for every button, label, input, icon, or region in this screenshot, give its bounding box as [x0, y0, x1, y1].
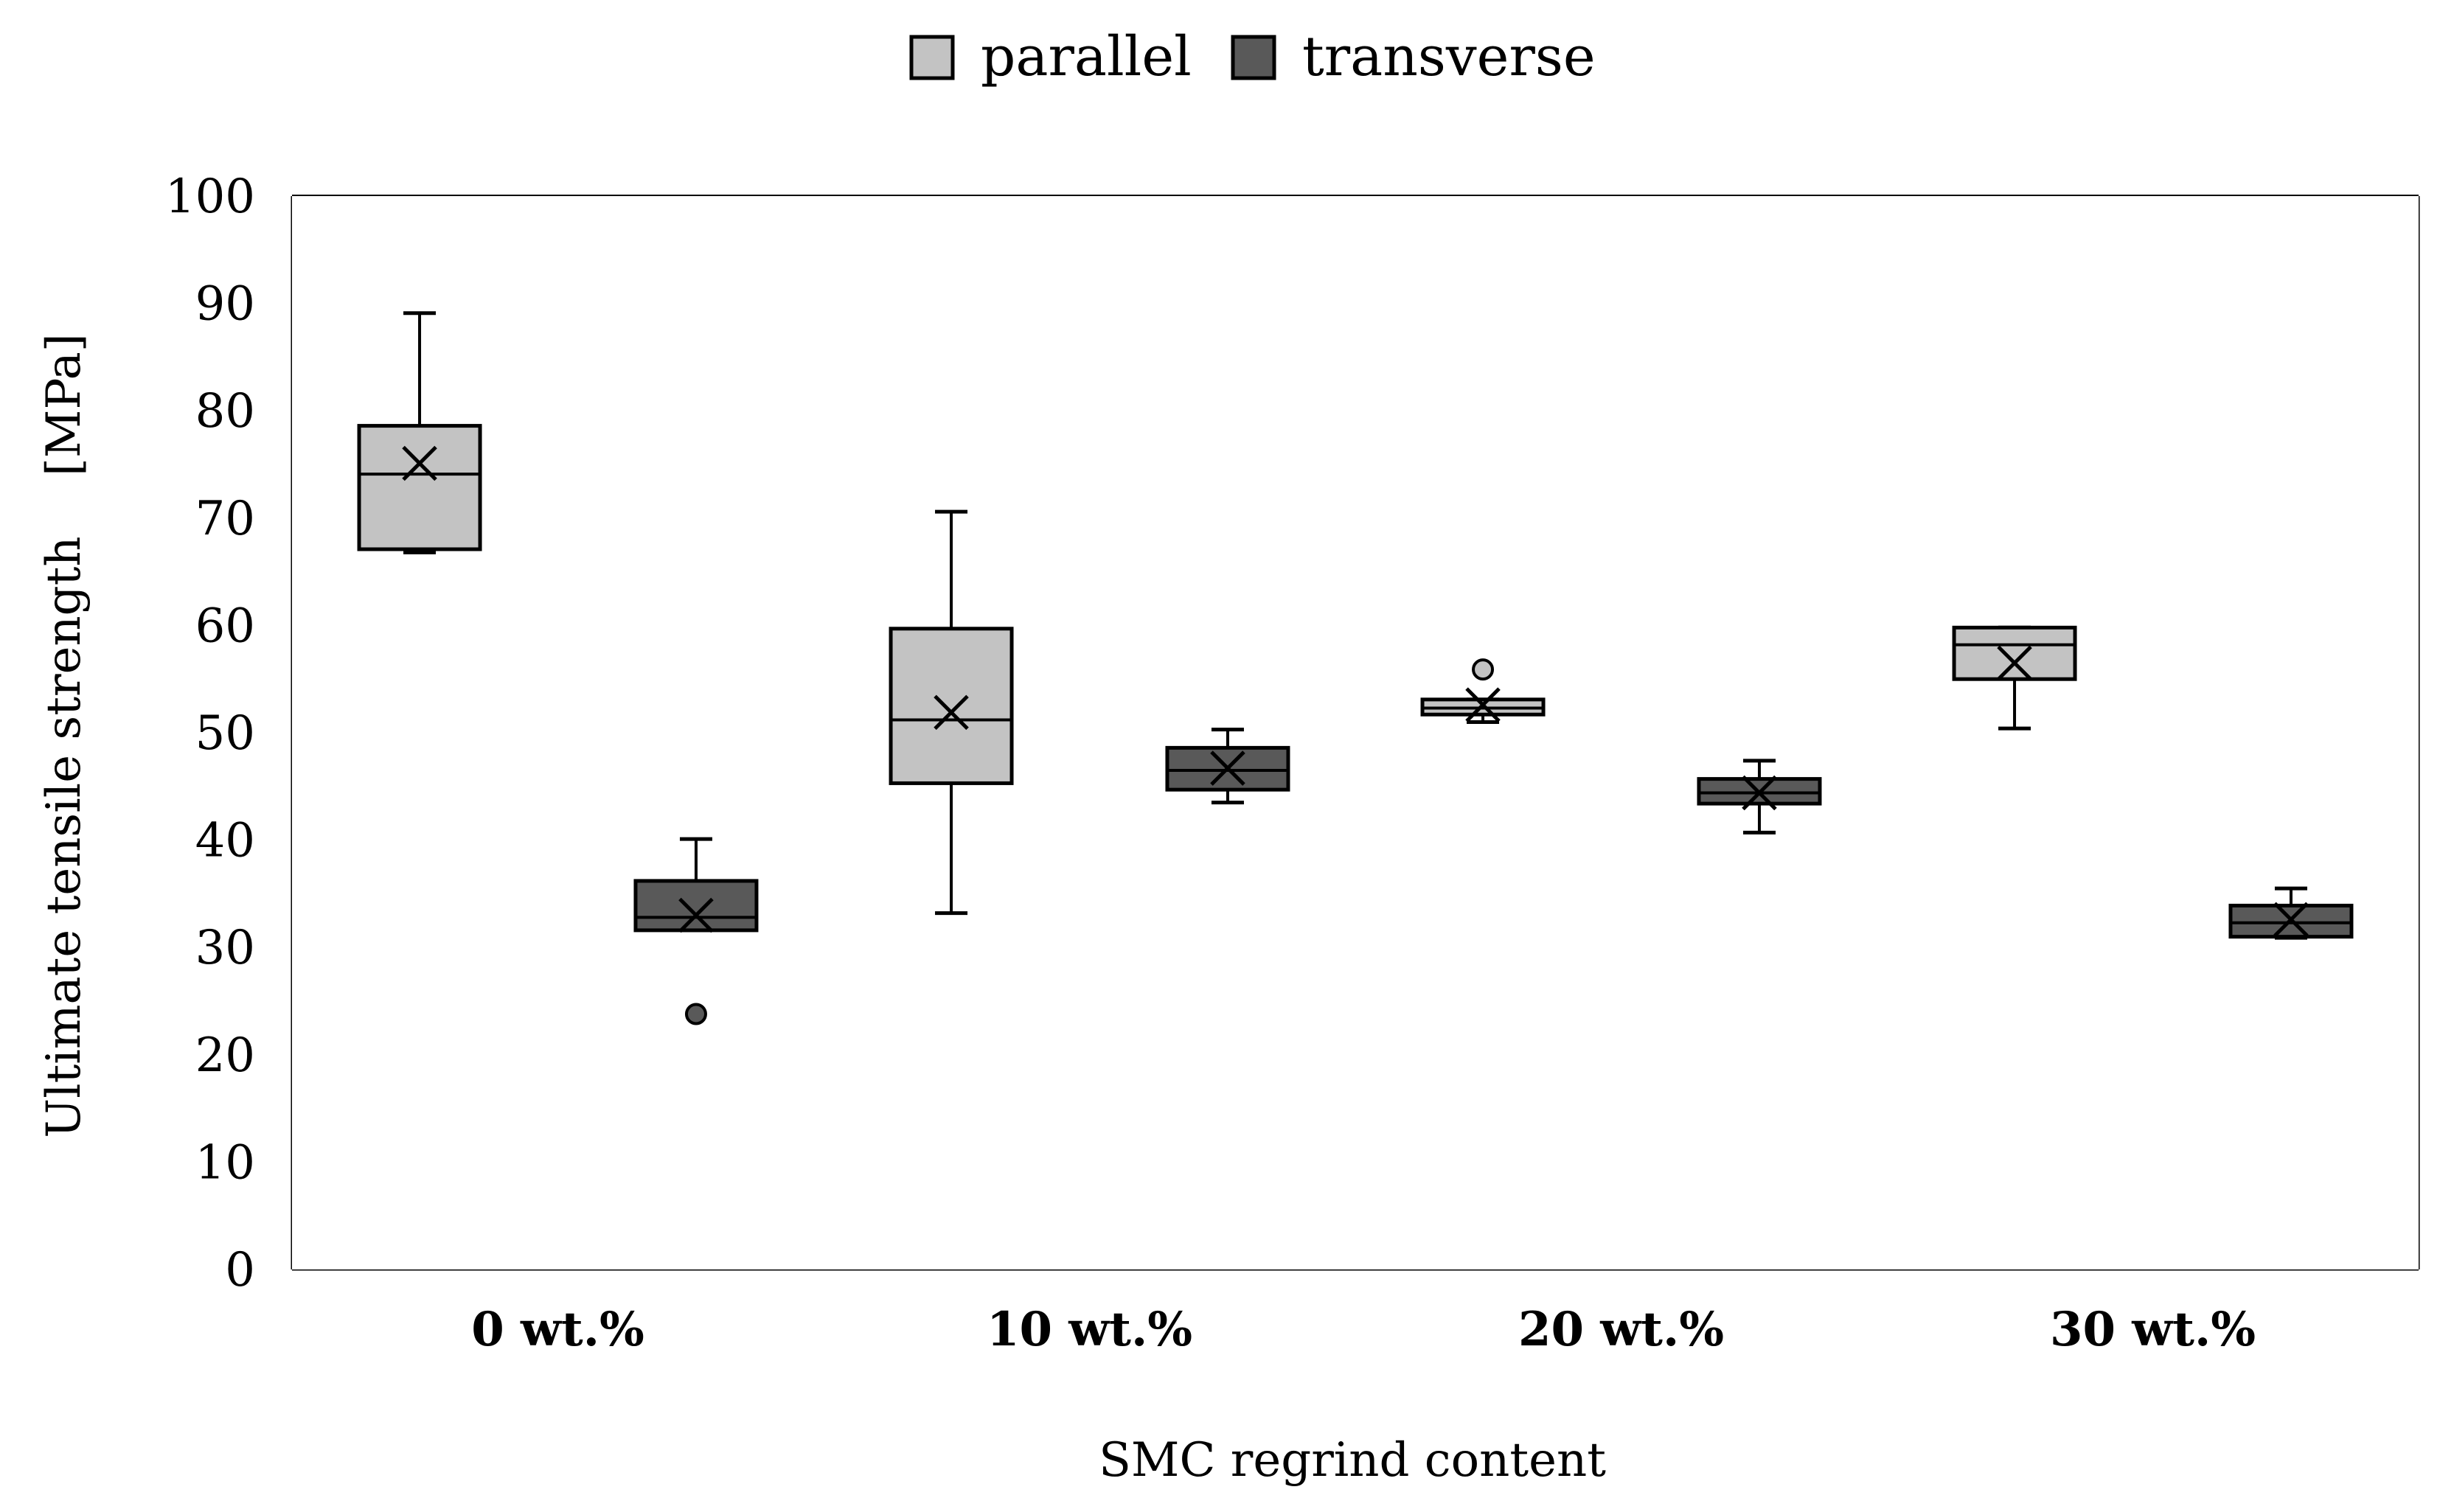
outlier-point [684, 1003, 707, 1025]
y-tick-label: 30 [195, 921, 255, 975]
y-tick-label: 50 [195, 706, 255, 761]
box-transverse-0 [633, 837, 759, 1025]
legend-swatch [909, 35, 955, 80]
box-iqr [2228, 903, 2354, 939]
box-parallel-0 [357, 311, 482, 554]
box-transverse-3 [2228, 886, 2354, 940]
box-iqr [1952, 625, 2077, 681]
mean-marker [1742, 775, 1777, 811]
y-tick-label: 90 [195, 277, 255, 332]
data-marks [357, 311, 2354, 1025]
mean-marker [934, 694, 969, 731]
y-tick-label: 60 [195, 599, 255, 653]
x-tick-label: 0 wt.% [471, 1302, 644, 1357]
plot-background [292, 196, 2419, 1269]
legend-label: parallel [981, 25, 1192, 88]
y-tick-label: 70 [195, 492, 255, 546]
mean-marker [1997, 645, 2032, 681]
legend-label: transverse [1302, 25, 1596, 88]
x-tick-label: 10 wt.% [987, 1302, 1192, 1357]
mean-marker [1210, 750, 1245, 786]
box-transverse-1 [1165, 728, 1290, 805]
axes: 0 10 20 30 40 50 60 70 80 90 100 0 wt.% 10 wt.% 20 wt… [165, 170, 2256, 1357]
y-tick-label: 20 [195, 1028, 255, 1083]
legend-swatch [1231, 35, 1276, 80]
mean-marker [1465, 687, 1501, 722]
x-tick-label: 30 wt.% [2050, 1302, 2256, 1357]
box-transverse-2 [1697, 759, 1822, 835]
y-tick-label: 10 [195, 1135, 255, 1190]
y-axis-title: Ultimate tensile strength [MPa] [37, 333, 91, 1138]
box-parallel-1 [889, 509, 1014, 916]
legend-item-parallel: parallel [909, 25, 1192, 88]
box-parallel-3 [1952, 625, 2077, 731]
mean-marker [2273, 902, 2309, 938]
box-iqr [357, 424, 482, 551]
y-tick-label: 80 [195, 384, 255, 439]
y-tick-label: 0 [225, 1243, 255, 1297]
box-iqr [633, 879, 759, 933]
x-axis-title: SMC regrind content [1099, 1433, 1606, 1488]
plot-area [292, 196, 2419, 1269]
outlier-point [1472, 658, 1495, 681]
legend: parallel transverse [909, 25, 1596, 88]
legend-item-transverse: transverse [1231, 25, 1596, 88]
box-parallel-2 [1420, 658, 1546, 724]
x-tick-label: 20 wt.% [1518, 1302, 1724, 1357]
box-iqr [889, 627, 1014, 785]
y-tick-label: 100 [165, 170, 255, 224]
mean-marker [678, 897, 714, 933]
y-tick-label: 40 [195, 814, 255, 868]
mean-marker [402, 445, 437, 481]
